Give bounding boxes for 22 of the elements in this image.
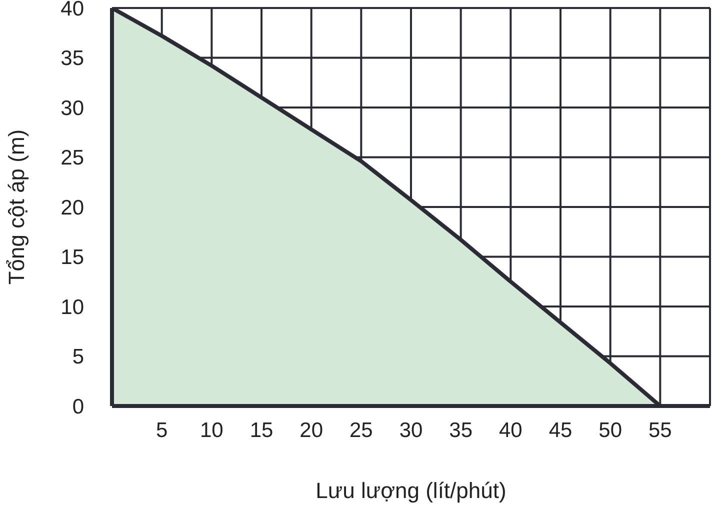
- y-tick-label: 30: [60, 96, 84, 120]
- x-tick-label: 10: [200, 418, 224, 442]
- y-tick-label: 5: [72, 346, 84, 369]
- x-tick-label: 55: [648, 418, 672, 442]
- x-tick-label: 30: [399, 418, 423, 442]
- y-tick-label: 15: [60, 246, 84, 270]
- y-axis-title: Tổng cột áp (m): [4, 129, 29, 285]
- y-tick-label: 20: [60, 196, 84, 220]
- x-tick-label: 5: [156, 418, 168, 442]
- x-tick-label: 45: [548, 418, 572, 442]
- x-tick-label: 25: [349, 418, 373, 442]
- y-tick-label: 40: [60, 0, 84, 20]
- y-tick-label: 25: [60, 146, 84, 170]
- y-tick-label: 10: [60, 296, 84, 319]
- x-axis-title: Lưu lượng (lít/phút): [316, 478, 506, 503]
- x-tick-label: 35: [449, 418, 473, 442]
- x-tick-label: 15: [250, 418, 274, 442]
- x-tick-label: 50: [598, 418, 622, 442]
- y-tick-label: 35: [60, 47, 84, 70]
- y-tick-label: 0: [72, 395, 84, 418]
- x-tick-label: 40: [498, 418, 522, 442]
- x-tick-label: 20: [300, 418, 324, 442]
